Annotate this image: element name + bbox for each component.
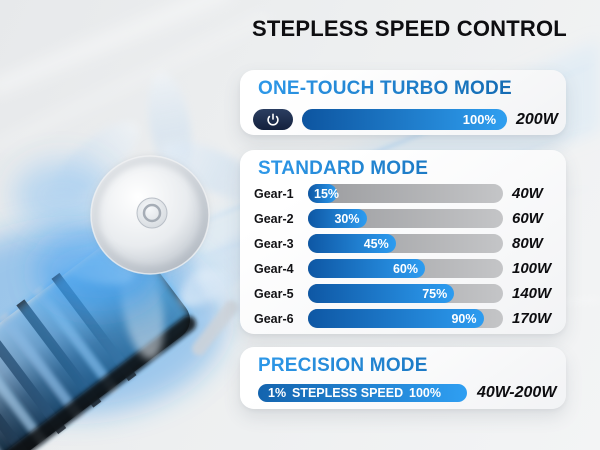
background-light-streaks — [0, 0, 272, 150]
gear-bar-track: 45% — [308, 234, 503, 253]
gear-watts-label: 80W — [512, 235, 543, 252]
gear-label: Gear-1 — [254, 186, 294, 201]
gear-label: Gear-4 — [254, 261, 294, 276]
gear-bar-fill: 75% — [308, 284, 455, 303]
precision-bar-title: STEPLESS SPEED — [291, 386, 404, 400]
turbo-heading: ONE-TOUCH TURBO MODE — [240, 70, 566, 100]
page-title: STEPLESS SPEED CONTROL — [252, 16, 567, 41]
turbo-watts-label: 200W — [516, 110, 558, 128]
precision-watts-label: 40W-200W — [477, 384, 557, 401]
gear-percent-label: 90% — [451, 311, 477, 326]
gear-bar-fill: 15% — [308, 184, 340, 203]
gear-row: Gear-3 45% 80W — [254, 234, 551, 253]
gear-label: Gear-3 — [254, 236, 294, 251]
gear-row: Gear-6 90% 170W — [254, 309, 551, 328]
turbo-percent-label: 100% — [462, 112, 496, 127]
gear-watts-label: 60W — [512, 210, 543, 227]
standard-heading: STANDARD MODE — [240, 150, 566, 180]
precision-min-label: 1% — [268, 386, 287, 400]
precision-row: 1% STEPLESS SPEED 100% 40W-200W — [258, 384, 556, 402]
gear-bar-track: 30% — [308, 209, 503, 228]
gear-bar-track: 60% — [308, 259, 503, 278]
gear-watts-label: 40W — [512, 185, 543, 202]
gear-bar-track: 75% — [308, 284, 503, 303]
gear-percent-label: 60% — [392, 261, 418, 276]
gear-percent-label: 15% — [314, 186, 340, 201]
gear-rows: Gear-1 15% 40W Gear-2 30% 60W — [254, 184, 551, 334]
fan-disc — [90, 155, 210, 275]
gear-row: Gear-4 60% 100W — [254, 259, 551, 278]
precision-heading: PRECISION MODE — [240, 347, 566, 377]
gear-bar-fill: 45% — [308, 234, 396, 253]
precision-bar: 1% STEPLESS SPEED 100% — [258, 384, 467, 402]
turbo-row: 100% 200W — [253, 109, 558, 130]
power-icon — [267, 112, 279, 126]
gear-label: Gear-2 — [254, 211, 294, 226]
precision-max-label: 100% — [409, 386, 441, 400]
gear-bar-track: 15% — [308, 184, 503, 203]
gear-watts-label: 140W — [512, 285, 552, 302]
gear-row: Gear-5 75% 140W — [254, 284, 551, 303]
gear-watts-label: 100W — [512, 260, 552, 277]
gear-row: Gear-2 30% 60W — [254, 209, 551, 228]
gear-label: Gear-6 — [254, 311, 294, 326]
gear-bar-fill: 90% — [308, 309, 484, 328]
turbo-bar: 100% — [302, 109, 507, 130]
gear-bar-fill: 60% — [308, 259, 425, 278]
turbo-bar-fill: 100% — [302, 109, 507, 130]
gear-label: Gear-5 — [254, 286, 294, 301]
turbo-card: ONE-TOUCH TURBO MODE 100% 200W — [240, 70, 566, 135]
upper-glow — [14, 161, 110, 229]
motor-body — [0, 235, 196, 450]
gear-percent-label: 30% — [334, 211, 360, 226]
gear-row: Gear-1 15% 40W — [254, 184, 551, 203]
gear-watts-label: 170W — [512, 310, 552, 327]
gear-percent-label: 75% — [422, 286, 448, 301]
gear-bar-fill: 30% — [308, 209, 367, 228]
gear-percent-label: 45% — [363, 236, 389, 251]
gear-bar-track: 90% — [308, 309, 503, 328]
precision-card: PRECISION MODE 1% STEPLESS SPEED 100% 40… — [240, 347, 566, 409]
standard-card: STANDARD MODE Gear-1 15% 40W Gear-2 30% — [240, 150, 566, 334]
power-button[interactable] — [253, 109, 293, 130]
